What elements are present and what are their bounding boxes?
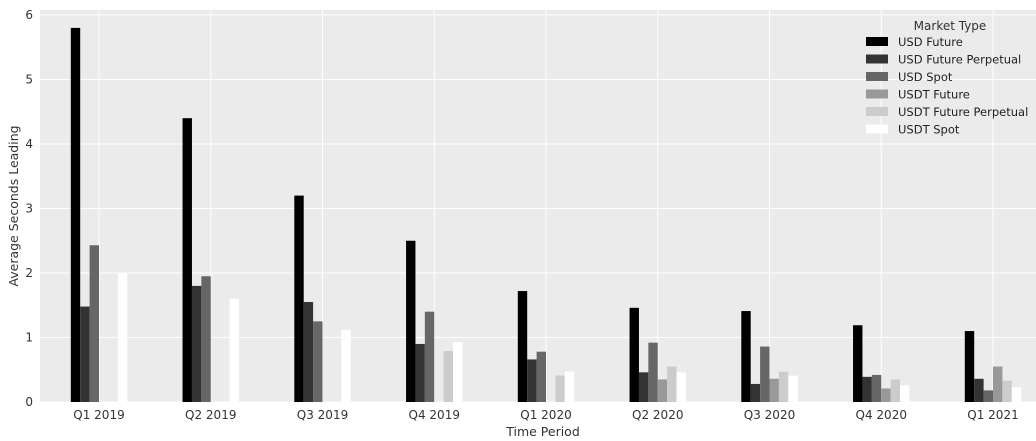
y-tick-labels: 0 1 2 3 4 5 6 xyxy=(25,8,33,409)
bar xyxy=(80,306,90,402)
bar xyxy=(993,366,1003,402)
x-tick-label: Q1 2021 xyxy=(967,408,1018,422)
bar xyxy=(229,298,239,402)
bar xyxy=(862,376,872,402)
y-tick-label: 0 xyxy=(25,395,33,409)
bar xyxy=(638,372,649,402)
y-axis-label: Average Seconds Leading xyxy=(6,125,21,286)
bar xyxy=(890,379,901,402)
y-tick-label: 3 xyxy=(25,202,33,216)
bar xyxy=(760,346,770,402)
bar xyxy=(676,372,686,402)
legend-label: USD Future Perpetual xyxy=(898,53,1021,67)
x-tick-label: Q2 2020 xyxy=(632,408,683,422)
bar xyxy=(294,195,304,402)
bar xyxy=(303,302,314,402)
x-axis-label: Time Period xyxy=(505,424,580,439)
bar xyxy=(881,388,891,402)
bar xyxy=(453,342,463,402)
x-tick-label: Q2 2019 xyxy=(185,408,236,422)
legend-label: USDT Spot xyxy=(898,123,960,137)
legend-label: USD Spot xyxy=(898,70,953,84)
bar xyxy=(424,311,435,402)
bar xyxy=(191,285,202,402)
bars xyxy=(70,27,1022,403)
bar xyxy=(871,374,882,402)
legend: Market Type USD Future USD Future Perpetu… xyxy=(866,19,1028,137)
bar xyxy=(964,331,975,402)
legend-swatch xyxy=(866,89,888,99)
bar xyxy=(769,378,779,402)
bar xyxy=(1011,387,1022,402)
bar xyxy=(443,351,454,402)
x-tick-label: Q4 2019 xyxy=(409,408,460,422)
bar xyxy=(974,378,984,402)
legend-swatch xyxy=(866,107,888,116)
bar xyxy=(341,329,351,402)
bar xyxy=(788,375,798,402)
bar xyxy=(117,273,128,402)
bar xyxy=(853,325,863,402)
bar xyxy=(983,390,993,402)
x-tick-label: Q3 2019 xyxy=(297,408,348,422)
bar xyxy=(182,118,192,402)
legend-swatch xyxy=(866,54,888,64)
y-tick-label: 1 xyxy=(25,331,33,345)
legend-title: Market Type xyxy=(914,19,987,33)
bar xyxy=(629,307,639,402)
bar xyxy=(1002,380,1012,402)
bar xyxy=(406,240,416,402)
y-tick-label: 2 xyxy=(25,266,33,280)
bar xyxy=(564,371,575,402)
bar xyxy=(657,379,668,402)
legend-swatch xyxy=(866,37,888,46)
bar xyxy=(201,276,211,402)
bar xyxy=(70,27,81,403)
bar xyxy=(536,351,546,402)
x-tick-label: Q1 2019 xyxy=(73,408,124,422)
bar xyxy=(741,311,751,402)
legend-swatch xyxy=(866,72,888,81)
x-tick-label: Q4 2020 xyxy=(856,408,907,422)
legend-label: USDT Future xyxy=(898,88,970,102)
x-tick-label: Q1 2020 xyxy=(520,408,571,422)
bar xyxy=(527,359,537,402)
x-tick-labels: Q1 2019 Q2 2019 Q3 2019 Q4 2019 Q1 2020 Q2 20… xyxy=(73,408,1018,422)
bar xyxy=(517,291,528,402)
y-tick-label: 4 xyxy=(25,137,33,151)
y-tick-label: 6 xyxy=(25,8,33,22)
bar xyxy=(750,383,761,402)
legend-label: USDT Future Perpetual xyxy=(898,105,1028,119)
y-tick-label: 5 xyxy=(25,73,33,87)
bar xyxy=(313,321,323,402)
bar xyxy=(89,245,99,402)
bar xyxy=(900,385,910,402)
bar xyxy=(415,343,425,402)
legend-label: USD Future xyxy=(898,35,963,49)
bar xyxy=(648,342,658,402)
bar xyxy=(667,366,677,402)
bar xyxy=(778,371,789,402)
bar xyxy=(555,375,565,402)
x-tick-label: Q3 2020 xyxy=(744,408,795,422)
legend-swatch xyxy=(866,124,888,134)
